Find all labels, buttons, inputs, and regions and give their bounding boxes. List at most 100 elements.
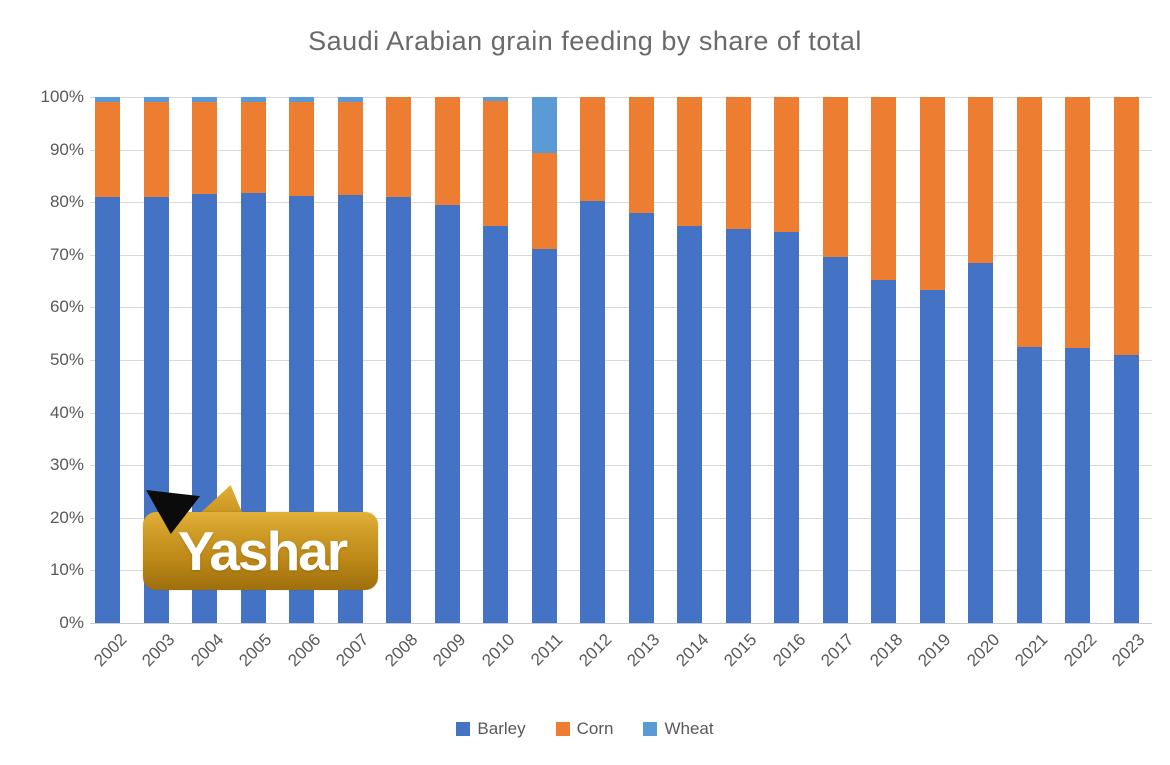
y-tick-label-50: 50% — [49, 350, 84, 369]
gridline-70 — [90, 254, 1152, 256]
x-tick-label-2013: 2013 — [623, 630, 664, 671]
bar-2022 — [1065, 97, 1090, 623]
x-tick-label-2012: 2012 — [574, 630, 615, 671]
bar-segment-barley-2018 — [871, 279, 896, 623]
bar-2010 — [483, 97, 508, 623]
y-tick-label-60: 60% — [49, 297, 84, 317]
bar-segment-wheat-2007 — [337, 97, 363, 103]
bar-2012 — [580, 97, 605, 623]
x-tick-label-2017: 2017 — [817, 630, 858, 671]
y-tick-label-10: 10% — [49, 560, 84, 580]
y-tick-label-20: 20% — [49, 507, 84, 527]
x-tick-label-2006: 2006 — [283, 630, 324, 671]
gridline-100 — [90, 97, 1152, 98]
y-tick-label-90: 90% — [49, 139, 84, 159]
bar-segment-barley-2002 — [95, 196, 120, 623]
bar-2020 — [968, 97, 993, 623]
y-tick-label-80: 80% — [49, 192, 84, 212]
x-tick-label-2022: 2022 — [1059, 630, 1100, 671]
legend-item-corn: Corn — [555, 719, 614, 739]
x-tick-label-2016: 2016 — [768, 630, 809, 671]
plot-area: 0% 10% 20% 30% 40% 50% 60% 70% 80% 90% 100% — [0, 87, 1170, 632]
x-tick-label-2003: 2003 — [138, 630, 179, 671]
watermark-logo: Yashar — [138, 480, 388, 595]
bar-segment-corn-2013 — [628, 97, 654, 214]
bar-segment-barley-2019 — [919, 290, 945, 623]
bar-segment-barley-2023 — [1113, 354, 1139, 623]
bar-segment-barley-2009 — [434, 205, 460, 623]
bar-segment-corn-2018 — [871, 97, 896, 280]
y-tick-label-40: 40% — [49, 402, 84, 422]
x-tick-label-2009: 2009 — [429, 630, 470, 671]
bar-segment-corn-2010 — [483, 101, 508, 226]
gridline-30 — [90, 465, 1152, 467]
x-tick-label-2005: 2005 — [235, 630, 276, 671]
bar-segment-wheat-2004 — [192, 97, 217, 103]
bar-segment-corn-2017 — [822, 97, 848, 258]
bar-segment-barley-2021 — [1016, 346, 1042, 623]
bar-segment-barley-2015 — [725, 228, 751, 623]
gridline-40 — [90, 412, 1152, 414]
bar-segment-corn-2006 — [289, 102, 314, 196]
gridline-10 — [90, 570, 1152, 572]
bar-segment-corn-2015 — [725, 97, 751, 229]
bar-segment-corn-2011 — [531, 152, 557, 249]
gridline-60 — [90, 307, 1152, 309]
bar-2017 — [822, 97, 848, 623]
x-tick-label-2023: 2023 — [1108, 630, 1149, 671]
bar-2011 — [531, 97, 557, 623]
bar-segment-corn-2019 — [919, 97, 945, 291]
bar-segment-barley-2022 — [1065, 348, 1090, 623]
bar-2002 — [95, 97, 120, 623]
bar-segment-corn-2022 — [1065, 97, 1090, 349]
x-tick-label-2008: 2008 — [380, 630, 421, 671]
legend-label-wheat: Wheat — [664, 719, 714, 738]
bar-2021 — [1016, 97, 1042, 623]
x-tick-label-2021: 2021 — [1011, 630, 1052, 671]
gridline-20 — [90, 517, 1152, 519]
x-tick-label-2020: 2020 — [962, 630, 1003, 671]
legend-swatch-barley — [456, 722, 471, 736]
x-axis: 2002 2003 2004 2005 2006 2007 2008 2009 2010 2011… — [0, 630, 1170, 705]
x-tick-label-2002: 2002 — [89, 630, 130, 671]
bar-2018 — [871, 97, 896, 623]
y-tick-label-30: 30% — [49, 455, 84, 475]
legend-label-corn: Corn — [576, 719, 614, 738]
legend-label-barley: Barley — [477, 719, 526, 738]
legend-item-wheat: Wheat — [643, 719, 714, 739]
bar-2019 — [919, 97, 945, 623]
y-tick-label-70: 70% — [49, 244, 84, 264]
bar-2013 — [628, 97, 654, 623]
bar-segment-wheat-2003 — [143, 97, 169, 103]
bar-2015 — [725, 97, 751, 623]
bar-segment-barley-2017 — [822, 257, 848, 623]
gridline-80 — [90, 202, 1152, 204]
bar-2009 — [434, 97, 460, 623]
bar-segment-barley-2010 — [483, 225, 508, 623]
bar-segment-barley-2012 — [580, 201, 605, 623]
bar-segment-corn-2002 — [95, 102, 120, 197]
bar-segment-corn-2005 — [240, 102, 266, 193]
legend-swatch-corn — [555, 722, 570, 736]
y-tick-label-0: 0% — [59, 613, 84, 632]
bar-segment-barley-2011 — [531, 248, 557, 623]
bar-2023 — [1113, 97, 1139, 623]
bar-segment-barley-2008 — [386, 196, 411, 623]
bar-segment-wheat-2006 — [289, 97, 314, 103]
x-axis-line — [90, 623, 1152, 624]
bar-segment-wheat-2005 — [240, 97, 266, 103]
watermark-plate — [143, 512, 378, 590]
bar-2016 — [774, 97, 799, 623]
x-tick-label-2004: 2004 — [186, 630, 227, 671]
bar-segment-barley-2020 — [968, 262, 993, 623]
bar-2008 — [386, 97, 411, 623]
bar-segment-corn-2004 — [192, 102, 217, 195]
bar-segment-wheat-2011 — [531, 97, 557, 153]
bar-segment-corn-2014 — [677, 97, 702, 226]
gridline-90 — [90, 149, 1152, 151]
legend: Barley Corn Wheat — [0, 719, 1170, 739]
bar-segment-barley-2016 — [774, 232, 799, 623]
bar-segment-corn-2003 — [143, 102, 169, 197]
bar-segment-corn-2007 — [337, 102, 363, 196]
